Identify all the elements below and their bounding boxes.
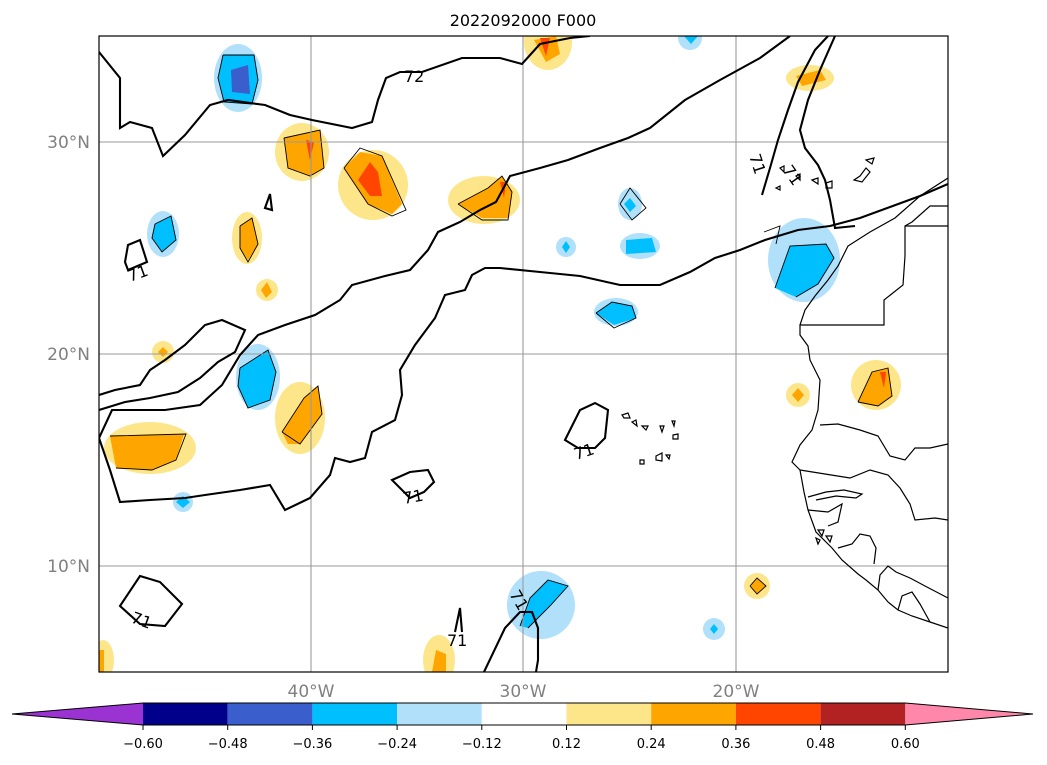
anomaly-core	[710, 624, 718, 634]
latitude-labels: 30°N 20°N 10°N	[47, 133, 90, 577]
colorbar-extend-min	[12, 703, 143, 725]
anomaly-core	[231, 65, 250, 94]
contours	[99, 36, 948, 672]
colorbar-tick-label: 0.48	[806, 737, 835, 752]
lon-label-40w: 40°W	[288, 682, 335, 702]
colorbar-tick-label: −0.36	[292, 737, 332, 752]
colorbar-tick-label: −0.60	[123, 737, 163, 752]
colorbar: −0.60 −0.48 −0.36 −0.24 −0.12 0.12 0.24 0.36 0.4…	[11, 702, 1034, 752]
anomaly-core	[432, 650, 446, 672]
colorbar-extend-max	[905, 703, 1033, 725]
colorbar-swatch	[820, 703, 906, 725]
anomaly-core	[880, 372, 886, 388]
colorbar-tick-label: −0.12	[462, 737, 502, 752]
contour-label: 71	[129, 608, 155, 633]
lon-label-20w: 20°W	[713, 682, 760, 702]
anomaly-core	[458, 176, 512, 218]
colorbar-swatch	[143, 703, 228, 725]
anomaly-core	[626, 238, 656, 254]
contour-labels: 72 71 71 71 71 71 71 71 71	[125, 67, 806, 650]
colorbar-tick-label: 0.60	[891, 737, 920, 752]
anomaly-core	[282, 386, 322, 444]
lat-label-30n: 30°N	[47, 133, 90, 153]
colorbar-tick-label: −0.24	[377, 737, 417, 752]
anomaly-core	[152, 216, 176, 252]
anomaly-core	[596, 302, 636, 325]
anomaly-core	[775, 244, 834, 297]
anomaly-outlines	[109, 54, 893, 629]
contour-label: 72	[404, 67, 424, 86]
map-area: 72 71 71 71 71 71 71 71 71	[99, 36, 948, 672]
colorbar-swatch	[735, 703, 821, 725]
contour-label: 71	[125, 261, 151, 286]
contour-label: 71	[571, 439, 596, 463]
anomaly-core	[358, 162, 382, 196]
anomaly-core	[792, 388, 804, 402]
lat-label-20n: 20°N	[47, 345, 90, 365]
colorbar-swatch	[566, 703, 652, 725]
contour-label: 71	[401, 486, 424, 508]
anomaly-core	[110, 434, 184, 470]
colorbar-swatch	[651, 703, 736, 725]
longitude-labels: 40°W 30°W 20°W	[288, 682, 760, 702]
colorbar-tick-label: 0.36	[721, 737, 750, 752]
contour-label: 71	[447, 631, 467, 650]
anomaly-core	[562, 241, 570, 253]
colorbar-tick-label: −0.48	[208, 737, 248, 752]
colorbar-swatch	[481, 703, 567, 725]
anomaly-core	[261, 282, 272, 298]
anomaly-core	[684, 36, 698, 44]
anomaly-core	[99, 650, 104, 672]
anomaly-core	[238, 350, 276, 408]
anomaly-core	[624, 198, 636, 212]
contour-label: 71	[745, 151, 769, 176]
colorbar-swatch	[312, 703, 398, 725]
anomaly-core	[240, 218, 258, 260]
colorbar-swatch	[397, 703, 482, 725]
lat-label-10n: 10°N	[47, 557, 90, 577]
colorbar-tick-label: 0.24	[637, 737, 666, 752]
colorbar-tick-label: 0.12	[552, 737, 581, 752]
anomaly-core	[306, 140, 314, 160]
lon-label-30w: 30°W	[500, 682, 547, 702]
anomaly-core	[520, 580, 568, 628]
anomaly-cores	[99, 36, 892, 672]
map-frame	[98, 35, 949, 673]
anomaly-blob	[678, 36, 702, 50]
coastlines	[621, 157, 948, 629]
grid-lines	[99, 36, 948, 672]
colorbar-swatch	[227, 703, 313, 725]
contour-label: 71	[779, 161, 806, 189]
map-title: 2022092000 F000	[450, 11, 597, 30]
anomaly-halos	[99, 36, 901, 672]
